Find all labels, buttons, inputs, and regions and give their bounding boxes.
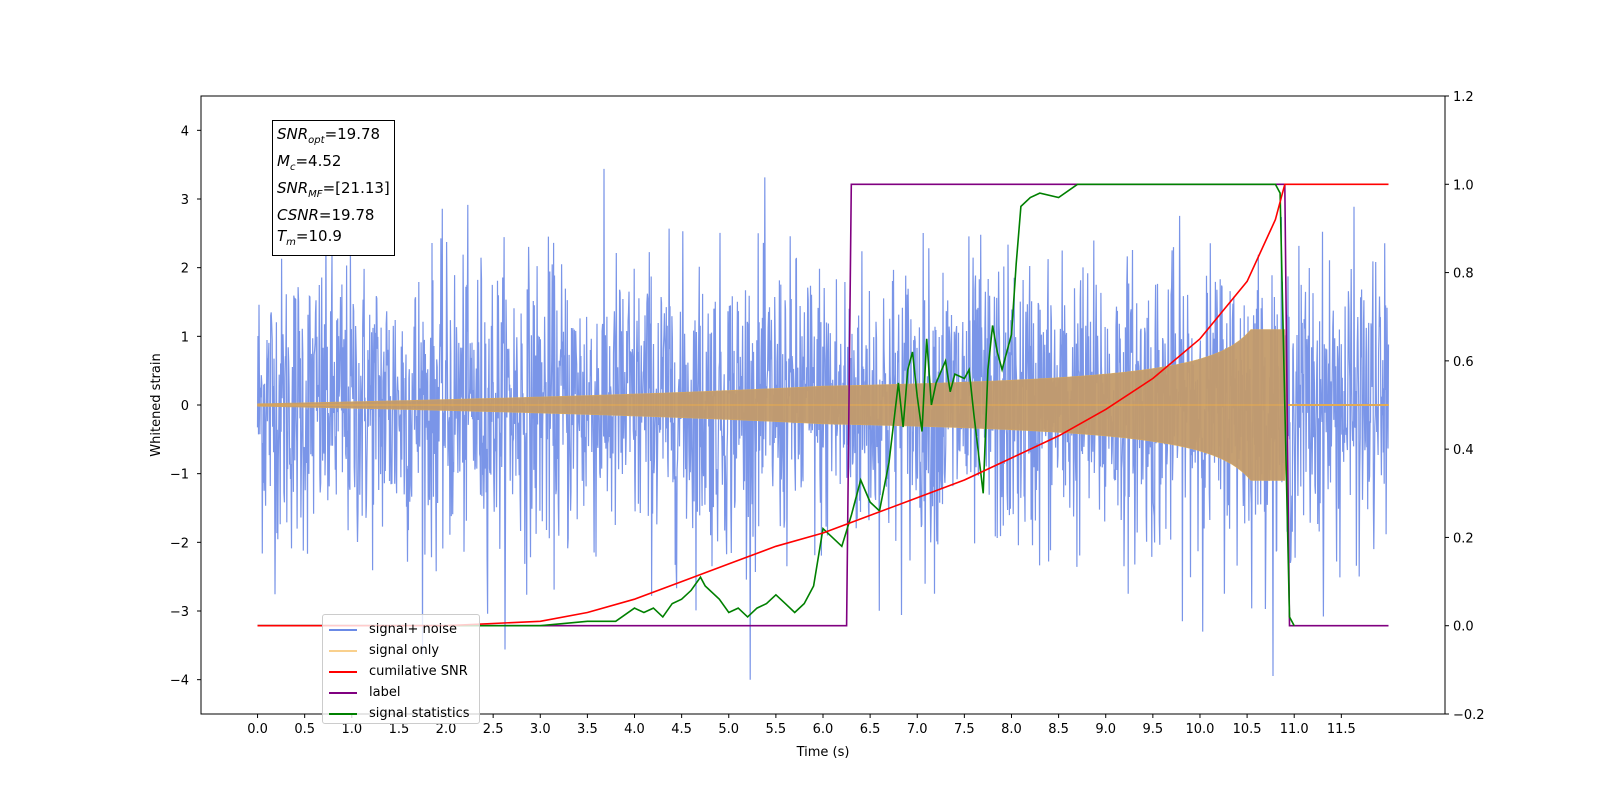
stats-annotation-box: SNRopt=19.78 Mc=4.52 SNRMF=[21.13] CSNR=19.… <box>272 120 395 256</box>
y-left-tick-label: 2 <box>181 262 189 277</box>
x-tick-label: 7.5 <box>954 722 975 737</box>
x-tick-label: 2.0 <box>436 722 457 737</box>
x-tick-label: 9.5 <box>1143 722 1164 737</box>
y-right-tick-label: 0.6 <box>1453 355 1474 370</box>
annotation-symbol: T <box>277 227 287 245</box>
y-right-tick-label: 0.8 <box>1453 267 1474 282</box>
y-right-tick-label: 1.2 <box>1453 90 1474 105</box>
legend-label: cumilative SNR <box>369 664 468 679</box>
legend: signal+ noise signal only cumilative SNR la… <box>322 614 480 724</box>
annotation-value: =19.78 <box>318 206 375 224</box>
y-left-tick-label: −4 <box>170 674 189 689</box>
y-right-tick-label: 0.2 <box>1453 531 1474 546</box>
x-tick-label: 11.5 <box>1327 722 1356 737</box>
series-signal-statistics <box>257 183 1295 627</box>
annotation-subscript: m <box>286 237 296 248</box>
y-right-tick-label: −0.2 <box>1453 708 1485 723</box>
legend-swatch <box>329 691 357 694</box>
annotation-subscript: c <box>289 162 296 173</box>
legend-swatch <box>329 649 357 652</box>
y-left-tick-label: 3 <box>181 193 189 208</box>
series-layer <box>256 168 1390 680</box>
x-tick-label: 3.5 <box>577 722 598 737</box>
x-tick-label: 6.0 <box>813 722 834 737</box>
legend-swatch <box>329 670 357 673</box>
x-tick-label: 3.0 <box>530 722 551 737</box>
x-tick-label: 1.0 <box>341 722 362 737</box>
y-axis-right: 1.2 1.0 0.8 0.6 0.4 0.2 0.0 −0.2 <box>1445 90 1485 723</box>
legend-item: signal+ noise <box>329 619 457 640</box>
x-axis: 0.0 0.5 1.0 1.5 2.0 2.5 3.0 3.5 4.0 4.5 5.0 5.5 6.0 6… <box>247 714 1356 737</box>
y-left-tick-label: −1 <box>170 468 189 483</box>
x-axis-label: Time (s) <box>796 745 850 760</box>
annotation-line: Mc=4.52 <box>277 151 390 178</box>
legend-item: cumilative SNR <box>329 661 468 682</box>
y-left-tick-label: 4 <box>181 124 189 139</box>
x-tick-label: 10.0 <box>1185 722 1214 737</box>
annotation-value: =[21.13] <box>322 179 390 197</box>
y-axis-label: Whitened strain <box>149 353 164 456</box>
annotation-symbol: CSNR <box>277 206 319 224</box>
x-tick-label: 8.5 <box>1048 722 1069 737</box>
x-tick-label: 0.5 <box>294 722 315 737</box>
legend-label: signal only <box>369 643 440 658</box>
x-tick-label: 6.5 <box>860 722 881 737</box>
annotation-symbol: SNR <box>277 179 309 197</box>
y-left-tick-label: 1 <box>181 330 189 345</box>
y-right-tick-label: 0.4 <box>1453 443 1474 458</box>
x-tick-label: 7.0 <box>907 722 928 737</box>
annotation-subscript: opt <box>308 135 325 146</box>
legend-item: label <box>329 682 400 703</box>
legend-swatch <box>329 712 357 715</box>
legend-item: signal only <box>329 640 439 661</box>
y-right-tick-label: 1.0 <box>1453 178 1474 193</box>
annotation-subscript: MF <box>308 189 323 200</box>
legend-item: signal statistics <box>329 703 470 724</box>
series-label <box>257 183 1389 627</box>
x-tick-label: 4.0 <box>624 722 645 737</box>
annotation-value: =4.52 <box>295 152 342 170</box>
annotation-symbol: SNR <box>277 125 309 143</box>
x-tick-label: 0.0 <box>247 722 268 737</box>
legend-label: signal statistics <box>369 706 470 721</box>
series-cumulative-snr <box>257 183 1389 627</box>
legend-swatch <box>329 628 357 631</box>
x-tick-label: 5.5 <box>766 722 787 737</box>
y-left-tick-label: −3 <box>170 605 189 620</box>
x-tick-label: 1.5 <box>389 722 410 737</box>
annotation-value: =10.9 <box>295 227 342 245</box>
y-axis-left: 4 3 2 1 0 −1 −2 −3 −4 <box>170 124 201 689</box>
x-tick-label: 5.0 <box>718 722 739 737</box>
x-tick-label: 4.5 <box>671 722 692 737</box>
y-left-tick-label: 0 <box>181 399 189 414</box>
x-tick-label: 9.0 <box>1095 722 1116 737</box>
annotation-line: CSNR=19.78 <box>277 205 390 226</box>
annotation-line: SNRopt=19.78 <box>277 124 390 151</box>
y-left-tick-label: −2 <box>170 536 189 551</box>
y-right-tick-label: 0.0 <box>1453 620 1474 635</box>
annotation-value: =19.78 <box>324 125 381 143</box>
x-tick-label: 11.0 <box>1280 722 1309 737</box>
legend-label: label <box>369 685 401 700</box>
x-tick-label: 10.5 <box>1233 722 1262 737</box>
annotation-line: Tm=10.9 <box>277 226 390 253</box>
legend-label: signal+ noise <box>369 622 458 637</box>
annotation-symbol: M <box>277 152 290 170</box>
x-tick-label: 8.0 <box>1001 722 1022 737</box>
annotation-line: SNRMF=[21.13] <box>277 178 390 205</box>
x-tick-label: 2.5 <box>483 722 504 737</box>
